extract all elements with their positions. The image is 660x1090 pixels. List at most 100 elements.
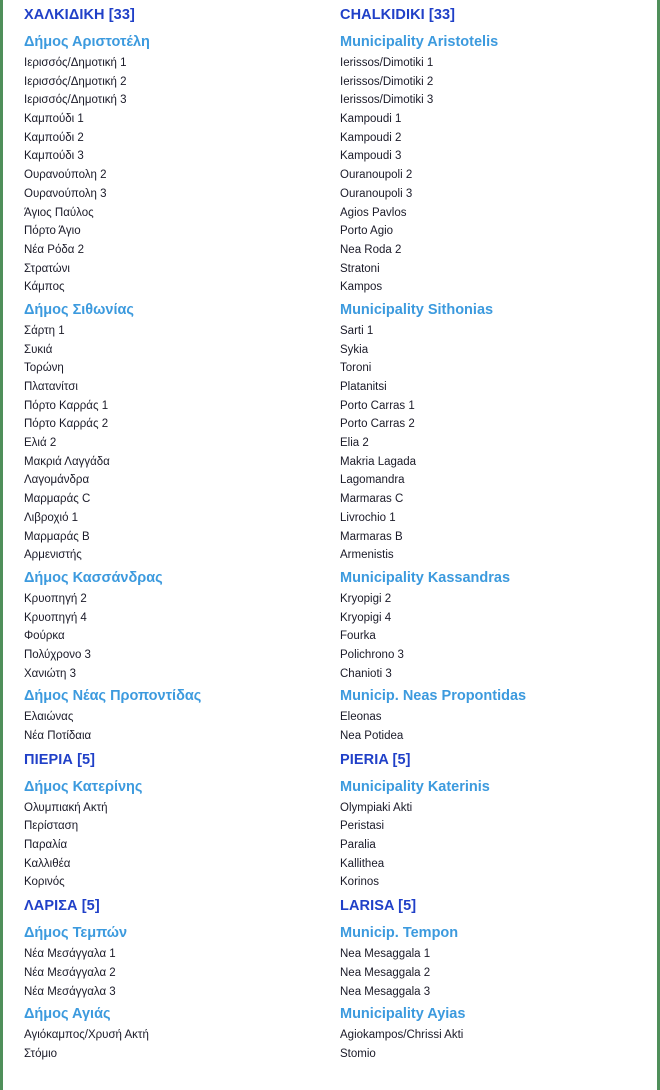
municipality-title: Municip. Neas Propontidas bbox=[340, 688, 527, 705]
municipality-block: Δήμος Κασσάνδρας Κρυοπηγή 2 Κρυοπηγή 4 Φούρ… bbox=[24, 565, 326, 683]
beach-item: Φούρκα bbox=[24, 630, 65, 643]
beach-item: Ierissos/Dimotiki 2 bbox=[340, 75, 434, 88]
municipality-block: Δήμος Αριστοτέλη Ιερισσός/Δημοτική 1 Ιερισ… bbox=[24, 29, 326, 297]
beach-item: Kampos bbox=[340, 281, 383, 294]
beach-item: Ierissos/Dimotiki 1 bbox=[340, 57, 434, 69]
prefecture-title: ΧΑΛΚΙΔΙΚΗ [33] bbox=[24, 7, 135, 23]
beach-item: Λαγομάνδρα bbox=[24, 474, 90, 487]
beach-item: Eleonas bbox=[340, 711, 382, 724]
beach-item: Marmaras B bbox=[340, 530, 403, 543]
prefecture-title: ΠΙΕΡΙΑ [5] bbox=[24, 751, 96, 768]
municipality-title: Δήμος Σιθωνίας bbox=[24, 301, 134, 318]
beach-list: Κρυοπηγή 2 Κρυοπηγή 4 Φούρκα Πολύχρονο 3 Χαν… bbox=[24, 590, 326, 683]
beach-item: Νέα Ρόδα 2 bbox=[24, 243, 84, 256]
latin-column: CHALKIDIKI [33] Municipality Aristotelis I… bbox=[330, 4, 657, 1064]
municipality-block: Municipality Aristotelis Ierissos/Dimotik… bbox=[340, 29, 653, 297]
municipality-block: Municipality Ayias Agiokampos/Chrissi Akt… bbox=[340, 1001, 653, 1063]
beach-item: Toroni bbox=[340, 362, 372, 375]
beach-item: Ολυμπιακή Ακτή bbox=[24, 801, 108, 814]
beach-item: Stomio bbox=[340, 1047, 376, 1060]
municipality-title: Δήμος Νέας Προποντίδας bbox=[24, 688, 202, 705]
beach-item: Σάρτη 1 bbox=[24, 324, 65, 337]
municipality-block: Municipality Katerinis Olympiaki Akti Peri… bbox=[340, 774, 653, 892]
beach-item: Lagomandra bbox=[340, 474, 405, 487]
beach-item: Nea Mesaggala 2 bbox=[340, 966, 431, 979]
prefecture-title: ΛΑΡΙΣΑ [5] bbox=[24, 898, 100, 915]
municipality-title: Municipality Katerinis bbox=[340, 778, 490, 795]
municipality-title: Δήμος Τεμπών bbox=[24, 925, 128, 942]
beach-item: Livrochio 1 bbox=[340, 511, 396, 524]
beach-item: Nea Roda 2 bbox=[340, 243, 402, 256]
beach-item: Ιερισσός/Δημοτική 2 bbox=[24, 75, 127, 88]
beach-list: Ierissos/Dimotiki 1 Ierissos/Dimotiki 2 Ie… bbox=[340, 54, 653, 297]
beach-item: Άγιος Παύλος bbox=[24, 206, 94, 219]
beach-item: Πόρτο Άγιο bbox=[24, 225, 81, 238]
prefecture-block: CHALKIDIKI [33] Municipality Aristotelis I… bbox=[340, 4, 653, 746]
beach-item: Περίσταση bbox=[24, 820, 79, 833]
beach-item: Καμπούδι 3 bbox=[24, 150, 84, 163]
beach-list: Olympiaki Akti Peristasi Paralia Kallithea K… bbox=[340, 799, 653, 892]
beach-item: Korinos bbox=[340, 876, 379, 889]
beach-item: Chanioti 3 bbox=[340, 667, 392, 680]
beach-list: Ελαιώνας Νέα Ποτίδαια bbox=[24, 708, 326, 745]
municipality-title: Δήμος Κασσάνδρας bbox=[24, 569, 163, 586]
beach-item: Καμπούδι 1 bbox=[24, 113, 84, 126]
municipality-title: Municipality Aristotelis bbox=[340, 34, 499, 50]
municipality-title: Δήμος Αγιάς bbox=[24, 1006, 111, 1023]
beach-item: Ελιά 2 bbox=[24, 437, 57, 450]
beach-item: Olympiaki Akti bbox=[340, 801, 413, 814]
beach-item: Πλατανίτσι bbox=[24, 381, 78, 393]
municipality-title: Δήμος Κατερίνης bbox=[24, 778, 143, 795]
beach-item: Ιερισσός/Δημοτική 1 bbox=[24, 57, 127, 69]
prefecture-block: PIERIA [5] Municipality Katerinis Olympiak… bbox=[340, 746, 653, 892]
municipality-block: Municipality Sithonias Sarti 1 Sykia Toroni… bbox=[340, 297, 653, 565]
beach-list: Kryopigi 2 Kryopigi 4 Fourka Polichrono 3 Ch… bbox=[340, 590, 653, 683]
beach-list: Sarti 1 Sykia Toroni Platanitsi Porto Carras… bbox=[340, 322, 653, 565]
beach-item: Peristasi bbox=[340, 820, 385, 833]
beach-item: Νέα Μεσάγγαλα 2 bbox=[24, 966, 116, 979]
beach-list: Νέα Μεσάγγαλα 1 Νέα Μεσάγγαλα 2 Νέα Μεσάγγ… bbox=[24, 945, 326, 1001]
prefecture-title: LARISA [5] bbox=[340, 898, 417, 915]
beach-item: Νέα Μεσάγγαλα 1 bbox=[24, 948, 116, 961]
beach-item: Nea Potidea bbox=[340, 730, 404, 742]
beach-item: Ierissos/Dimotiki 3 bbox=[340, 94, 434, 107]
municipality-title: Municipality Kassandras bbox=[340, 569, 511, 586]
beach-item: Μαρμαράς B bbox=[24, 530, 90, 543]
municipality-block: Δήμος Τεμπών Νέα Μεσάγγαλα 1 Νέα Μεσάγγαλα… bbox=[24, 920, 326, 1001]
beach-item: Stratoni bbox=[340, 262, 380, 275]
municipality-title: Δήμος Αριστοτέλη bbox=[24, 34, 150, 50]
beach-item: Platanitsi bbox=[340, 381, 387, 393]
beach-item: Polichrono 3 bbox=[340, 648, 404, 661]
beach-item: Nea Mesaggala 3 bbox=[340, 985, 431, 998]
beach-item: Marmaras C bbox=[340, 493, 404, 506]
beach-item: Αγιόκαμπος/Χρυσή Ακτή bbox=[24, 1029, 149, 1042]
municipality-block: Δήμος Αγιάς Αγιόκαμπος/Χρυσή Ακτή Στόμιο bbox=[24, 1001, 326, 1063]
beach-item: Kampoudi 3 bbox=[340, 150, 402, 163]
beach-item: Κορινός bbox=[24, 876, 65, 889]
beach-item: Νέα Μεσάγγαλα 3 bbox=[24, 985, 116, 998]
beach-item: Ουρανούπολη 2 bbox=[24, 169, 107, 182]
beach-item: Kampoudi 2 bbox=[340, 131, 402, 144]
prefecture-title: CHALKIDIKI [33] bbox=[340, 7, 456, 23]
municipality-block: Municipality Kassandras Kryopigi 2 Kryopig… bbox=[340, 565, 653, 683]
municipality-title: Municip. Tempon bbox=[340, 925, 459, 942]
prefecture-block: ΧΑΛΚΙΔΙΚΗ [33] Δήμος Αριστοτέλη Ιερισσός/Δ… bbox=[24, 4, 326, 746]
beach-item: Μαρμαράς C bbox=[24, 493, 91, 506]
beach-item: Πολύχρονο 3 bbox=[24, 648, 91, 661]
beach-item: Agiokampos/Chrissi Akti bbox=[340, 1029, 464, 1042]
beach-item: Στρατώνι bbox=[24, 262, 70, 275]
beach-item: Χανιώτη 3 bbox=[24, 667, 76, 680]
beach-item: Kallithea bbox=[340, 857, 385, 870]
beach-item: Κάμπος bbox=[24, 281, 65, 294]
beach-list: Nea Mesaggala 1 Nea Mesaggala 2 Nea Mesagg… bbox=[340, 945, 653, 1001]
beach-item: Συκιά bbox=[24, 343, 53, 356]
municipality-title: Municipality Ayias bbox=[340, 1006, 466, 1023]
beach-item: Nea Mesaggala 1 bbox=[340, 948, 431, 961]
beach-list: Ολυμπιακή Ακτή Περίσταση Παραλία Καλλιθέα Κο… bbox=[24, 799, 326, 892]
beach-item: Sarti 1 bbox=[340, 324, 374, 337]
beach-item: Kryopigi 4 bbox=[340, 611, 392, 624]
beach-item: Πόρτο Καρράς 1 bbox=[24, 399, 109, 412]
beach-item: Ouranoupoli 2 bbox=[340, 169, 413, 182]
beach-item: Ouranoupoli 3 bbox=[340, 187, 413, 200]
